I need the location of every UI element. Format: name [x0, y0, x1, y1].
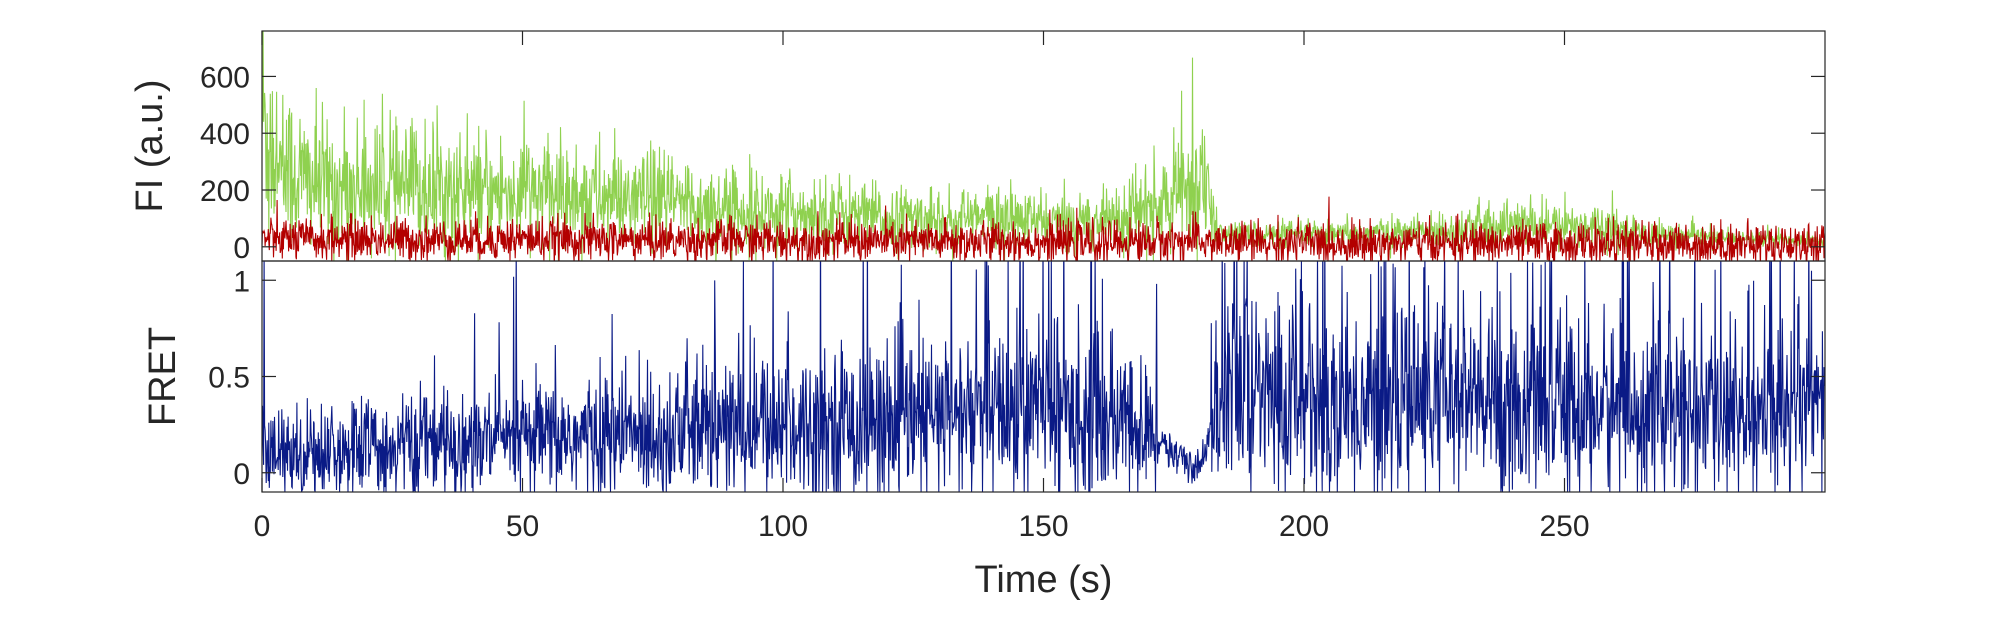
- bottom-ytick-label: 1: [233, 265, 250, 298]
- xtick-label: 50: [506, 510, 539, 543]
- xtick-label: 250: [1539, 510, 1589, 543]
- top-ytick-label: 200: [200, 175, 250, 208]
- top-ytick-label: 600: [200, 61, 250, 94]
- series-fret-line: [262, 261, 1825, 492]
- top-panel-series: [262, 31, 1825, 261]
- xlabel: Time (s): [975, 559, 1113, 601]
- xtick-label: 200: [1279, 510, 1329, 543]
- top-ytick-label: 0: [233, 232, 250, 265]
- bottom-panel-series: [262, 261, 1825, 492]
- bottom-ytick-label: 0: [233, 458, 250, 491]
- top-ylabel: FI (a.u.): [129, 79, 171, 212]
- series-acceptor-line: [262, 196, 1825, 261]
- bottom-ylabel: FRET: [142, 327, 184, 426]
- xtick-label: 150: [1018, 510, 1068, 543]
- xtick-label: 0: [254, 510, 271, 543]
- series-donor-line: [262, 31, 1825, 261]
- xtick-label: 100: [758, 510, 808, 543]
- top-ytick-label: 400: [200, 118, 250, 151]
- bottom-ytick-label: 0.5: [208, 362, 250, 395]
